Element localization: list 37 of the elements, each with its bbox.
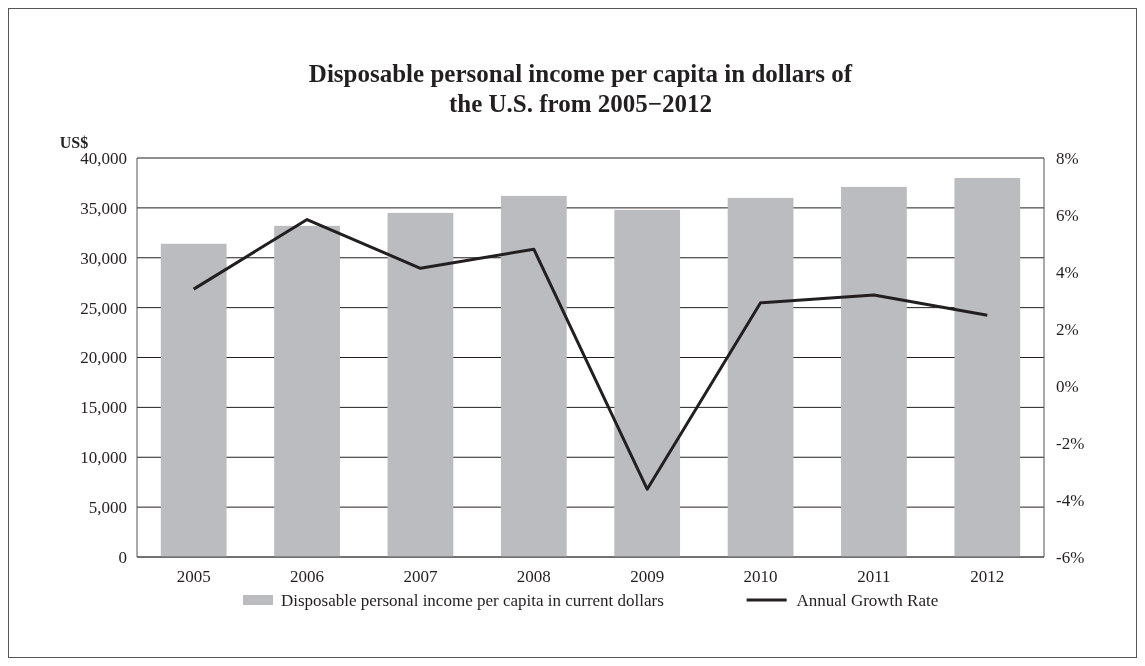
y-tick-label: 40,000 [80,148,127,168]
y-tick-label: 25,000 [80,298,127,318]
chart-title: Disposable personal income per capita in dollars of the U.S. from 2005−2012 [308,60,853,117]
bar [500,195,567,557]
x-tick-label: 2005 [176,567,211,586]
y2-tick-label: -2% [1056,433,1085,453]
y-tick-label: 20,000 [80,348,127,368]
x-tick-label: 2009 [630,567,665,586]
y-tick-label: 35,000 [80,198,127,218]
y-axis-title: US$ [59,134,89,151]
x-tick-label: 2012 [970,567,1005,586]
x-tick-label: 2006 [290,567,325,586]
y2-tick-label: -4% [1056,490,1085,510]
y2-tick-label: 0% [1056,376,1079,396]
x-tick-label: 2010 [743,567,778,586]
bar [954,177,1021,557]
legend-label: Disposable personal income per capita in current dollars [281,590,664,610]
y-tick-label: 30,000 [80,248,127,268]
y-tick-label: 10,000 [80,448,127,468]
bar [160,243,227,557]
legend-label: Annual Growth Rate [796,590,939,610]
bar [387,212,454,557]
y2-tick-label: 4% [1056,262,1079,282]
bar [841,186,907,557]
bar [614,209,681,557]
bar [274,225,340,557]
y-tick-label: 5,000 [88,498,127,518]
bar [727,197,794,557]
y2-tick-label: 6% [1056,205,1079,225]
y-tick-label: 0 [118,547,127,567]
y-tick-label: 15,000 [80,398,127,418]
x-tick-label: 2011 [857,567,891,586]
y2-tick-label: 2% [1056,319,1079,339]
y2-tick-label: -6% [1056,547,1085,567]
y2-tick-label: 8% [1056,148,1079,168]
x-tick-label: 2007 [403,567,438,586]
x-tick-label: 2008 [516,567,551,586]
